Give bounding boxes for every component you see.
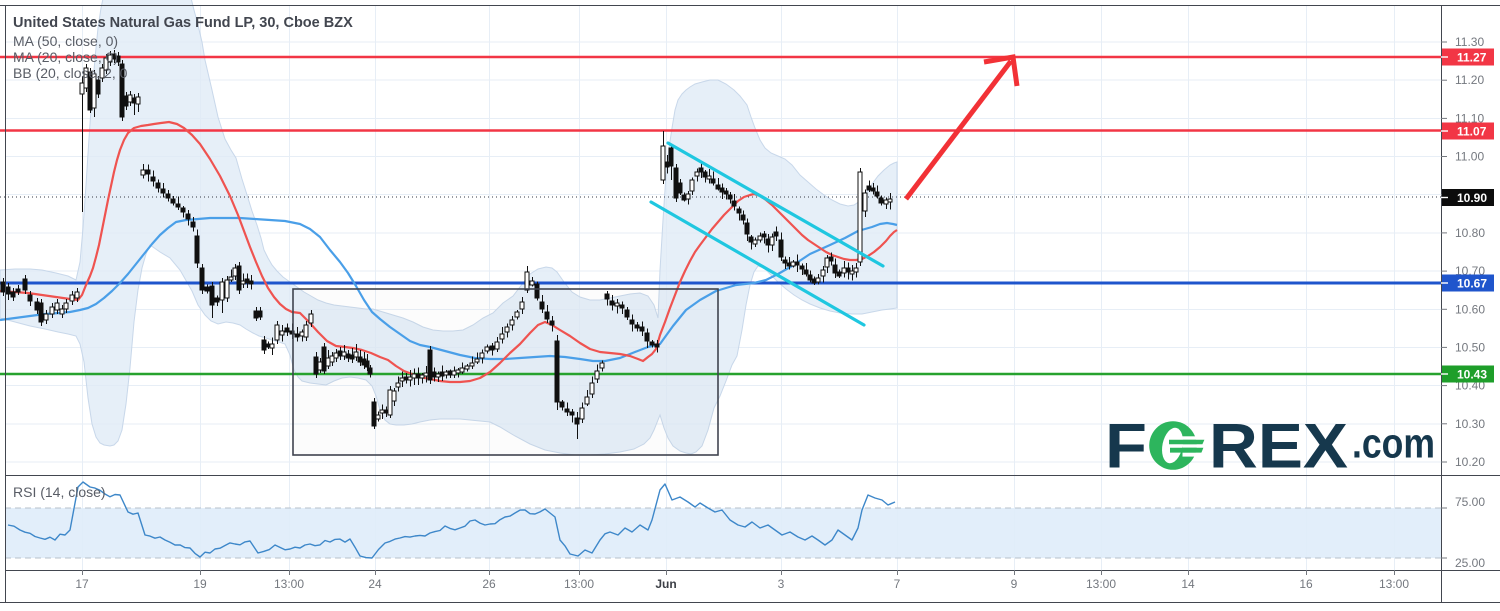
svg-text:Jun: Jun bbox=[655, 577, 676, 591]
svg-text:11.30: 11.30 bbox=[1455, 35, 1484, 49]
svg-text:10.50: 10.50 bbox=[1455, 340, 1485, 354]
svg-text:11.10: 11.10 bbox=[1455, 111, 1484, 125]
svg-text:10.90: 10.90 bbox=[1457, 191, 1487, 205]
svg-text:BB (20, close, 2, 0: BB (20, close, 2, 0 bbox=[13, 65, 128, 81]
svg-text:11.00: 11.00 bbox=[1455, 150, 1484, 164]
svg-text:10.20: 10.20 bbox=[1455, 455, 1485, 469]
svg-text:F: F bbox=[1105, 412, 1147, 482]
svg-text:19: 19 bbox=[193, 577, 207, 591]
svg-text:25.00: 25.00 bbox=[1455, 556, 1485, 570]
svg-text:11.07: 11.07 bbox=[1457, 125, 1487, 139]
svg-text:17: 17 bbox=[75, 577, 89, 591]
svg-text:10.67: 10.67 bbox=[1457, 277, 1487, 291]
svg-text:13:00: 13:00 bbox=[274, 577, 304, 591]
svg-text:13:00: 13:00 bbox=[1086, 577, 1116, 591]
svg-text:RSI (14, close): RSI (14, close) bbox=[13, 484, 106, 500]
svg-text:10.60: 10.60 bbox=[1455, 302, 1485, 316]
svg-text:24: 24 bbox=[368, 577, 382, 591]
svg-text:10.30: 10.30 bbox=[1455, 417, 1485, 431]
svg-text:9: 9 bbox=[1011, 577, 1018, 591]
svg-text:13:00: 13:00 bbox=[1379, 577, 1409, 591]
svg-text:10.43: 10.43 bbox=[1457, 368, 1487, 382]
svg-text:26: 26 bbox=[482, 577, 496, 591]
svg-text:14: 14 bbox=[1181, 577, 1195, 591]
svg-text:MA (20, close, 0): MA (20, close, 0) bbox=[13, 49, 118, 65]
svg-text:.com: .com bbox=[1352, 420, 1435, 467]
svg-text:16: 16 bbox=[1299, 577, 1313, 591]
svg-text:11.20: 11.20 bbox=[1455, 73, 1484, 87]
svg-text:REX: REX bbox=[1209, 412, 1348, 482]
svg-text:11.27: 11.27 bbox=[1457, 51, 1487, 65]
svg-text:13:00: 13:00 bbox=[564, 577, 594, 591]
svg-text:75.00: 75.00 bbox=[1455, 495, 1485, 509]
svg-text:MA (50, close, 0): MA (50, close, 0) bbox=[13, 33, 118, 49]
svg-text:3: 3 bbox=[778, 577, 785, 591]
svg-text:United States Natural Gas Fund: United States Natural Gas Fund LP, 30, C… bbox=[13, 15, 353, 31]
svg-text:10.80: 10.80 bbox=[1455, 226, 1485, 240]
svg-text:7: 7 bbox=[894, 577, 901, 591]
